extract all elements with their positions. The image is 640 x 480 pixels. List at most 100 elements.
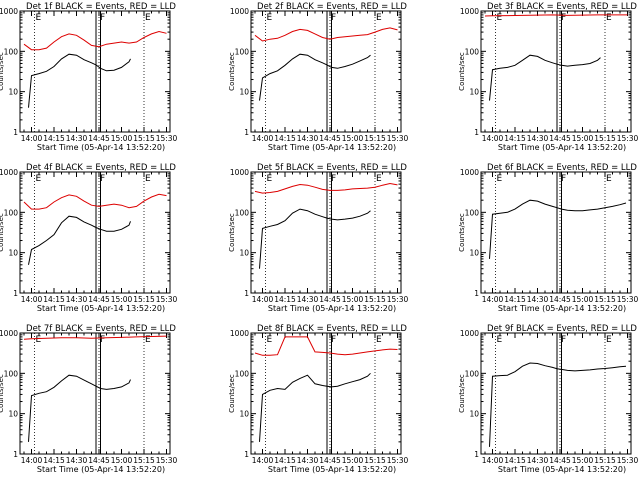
x-tick-label: 15:15 bbox=[594, 456, 616, 465]
x-tick-label: 15:00 bbox=[342, 456, 364, 465]
x-tick-label: 14:15 bbox=[274, 134, 296, 143]
lld-series-line bbox=[254, 182, 398, 194]
chart-title: Det 3f BLACK = Events, RED = LLD bbox=[487, 2, 637, 12]
y-tick-label: 10 bbox=[8, 249, 18, 258]
y-tick-label: 1 bbox=[244, 128, 249, 137]
x-tick-label: 15:15 bbox=[364, 456, 386, 465]
y-tick-label: 1000 bbox=[0, 7, 18, 16]
y-axis-label: Counts/sec bbox=[228, 213, 236, 252]
y-tick-label: 100 bbox=[4, 47, 19, 56]
y-tick-label: 1 bbox=[474, 128, 479, 137]
x-tick-label: 15:15 bbox=[133, 134, 155, 143]
x-tick-label: 14:45 bbox=[319, 295, 341, 304]
chart-panel-4: Det 4f BLACK = Events, RED = LLD 1 10 100 10… bbox=[0, 163, 178, 313]
y-tick-label: 100 bbox=[465, 47, 480, 56]
y-tick-label: 10 bbox=[8, 410, 18, 419]
events-series-line bbox=[489, 362, 627, 447]
event-marker-label: E bbox=[36, 174, 42, 184]
event-marker-label: F bbox=[331, 13, 336, 23]
y-tick-label: 1000 bbox=[0, 168, 18, 177]
x-tick-label: 15:00 bbox=[111, 456, 133, 465]
event-marker-label: E bbox=[497, 174, 503, 184]
events-series-line bbox=[28, 215, 131, 265]
events-series-line bbox=[28, 53, 131, 108]
event-marker-label: F bbox=[561, 174, 566, 184]
x-tick-label: 14:45 bbox=[319, 134, 341, 143]
x-tick-label: 14:15 bbox=[504, 456, 526, 465]
x-tick-label: 15:30 bbox=[156, 134, 178, 143]
plot-frame bbox=[480, 332, 632, 455]
y-tick-label: 10 bbox=[8, 88, 18, 97]
y-tick-label: 1000 bbox=[0, 329, 18, 338]
x-tick-label: 15:00 bbox=[111, 295, 133, 304]
event-marker-label: F bbox=[561, 13, 566, 23]
x-tick-label: 15:15 bbox=[364, 295, 386, 304]
chart-panel-9: Det 9f BLACK = Events, RED = LLD 1 10 100 10… bbox=[458, 324, 639, 474]
plot-frame bbox=[19, 171, 171, 294]
x-tick-label: 14:15 bbox=[43, 134, 65, 143]
y-tick-label: 1 bbox=[474, 289, 479, 298]
x-tick-label: 14:30 bbox=[297, 134, 319, 143]
plot-frame bbox=[19, 10, 171, 133]
x-tick-label: 14:30 bbox=[66, 456, 88, 465]
x-tick-label: 14:45 bbox=[549, 295, 571, 304]
chart-title: Det 4f BLACK = Events, RED = LLD bbox=[26, 163, 176, 173]
y-tick-label: 1000 bbox=[460, 7, 479, 16]
chart-title: Det 2f BLACK = Events, RED = LLD bbox=[257, 2, 407, 12]
event-marker-label: F bbox=[100, 13, 105, 23]
y-tick-label: 100 bbox=[235, 208, 250, 217]
y-tick-label: 1000 bbox=[460, 168, 479, 177]
x-tick-label: 15:15 bbox=[594, 295, 616, 304]
event-marker-label: E bbox=[145, 13, 151, 23]
event-marker-label: E bbox=[376, 335, 382, 345]
x-tick-label: 15:00 bbox=[572, 456, 594, 465]
lld-series-line bbox=[254, 336, 398, 356]
y-tick-label: 1000 bbox=[230, 168, 249, 177]
x-tick-label: 14:15 bbox=[43, 295, 65, 304]
events-series-line bbox=[259, 208, 371, 269]
x-tick-label: 14:45 bbox=[88, 134, 110, 143]
y-tick-label: 1000 bbox=[230, 7, 249, 16]
event-marker-label: F bbox=[331, 335, 336, 345]
x-tick-label: 15:15 bbox=[133, 295, 155, 304]
y-tick-label: 1000 bbox=[230, 329, 249, 338]
x-tick-label: 14:15 bbox=[274, 456, 296, 465]
chart-panel-5: Det 5f BLACK = Events, RED = LLD 1 10 100 10… bbox=[228, 163, 409, 313]
lld-series-line bbox=[254, 27, 398, 42]
x-tick-label: 15:00 bbox=[342, 295, 364, 304]
y-tick-label: 10 bbox=[239, 410, 249, 419]
chart-panel-7: Det 7f BLACK = Events, RED = LLD 1 10 100 10… bbox=[0, 324, 178, 474]
lld-series-line bbox=[484, 14, 628, 17]
x-tick-label: 14:45 bbox=[549, 456, 571, 465]
x-tick-label: 15:15 bbox=[364, 134, 386, 143]
y-axis-label: Counts/sec bbox=[228, 374, 236, 413]
y-tick-label: 100 bbox=[465, 369, 480, 378]
x-axis-label: Start Time (05-Apr-14 13:52:20) bbox=[268, 304, 396, 313]
x-tick-label: 14:00 bbox=[21, 134, 43, 143]
event-marker-label: E bbox=[36, 13, 42, 23]
x-tick-label: 15:00 bbox=[572, 295, 594, 304]
chart-title: Det 8f BLACK = Events, RED = LLD bbox=[257, 324, 407, 334]
x-tick-label: 15:30 bbox=[617, 295, 639, 304]
y-axis-label: Counts/sec bbox=[0, 374, 5, 413]
chart-panel-2: Det 2f BLACK = Events, RED = LLD 1 10 100 10… bbox=[228, 2, 409, 152]
y-axis-label: Counts/sec bbox=[458, 213, 466, 252]
event-marker-label: F bbox=[331, 174, 336, 184]
lld-series-line bbox=[23, 335, 167, 340]
x-tick-label: 14:30 bbox=[527, 295, 549, 304]
x-axis-label: Start Time (05-Apr-14 13:52:20) bbox=[37, 143, 165, 152]
y-tick-label: 1 bbox=[474, 450, 479, 459]
chart-panel-1: Det 1f BLACK = Events, RED = LLD 1 10 100 10… bbox=[0, 2, 178, 152]
y-tick-label: 100 bbox=[235, 369, 250, 378]
x-tick-label: 14:15 bbox=[274, 295, 296, 304]
x-tick-label: 14:00 bbox=[21, 295, 43, 304]
x-axis-label: Start Time (05-Apr-14 13:52:20) bbox=[268, 465, 396, 474]
x-tick-label: 15:30 bbox=[617, 456, 639, 465]
x-tick-label: 14:30 bbox=[527, 134, 549, 143]
events-series-line bbox=[259, 372, 371, 442]
event-marker-label: E bbox=[145, 335, 151, 345]
plot-frame bbox=[250, 332, 402, 455]
y-tick-label: 1 bbox=[13, 289, 18, 298]
event-marker-label: F bbox=[100, 335, 105, 345]
x-tick-label: 14:45 bbox=[88, 295, 110, 304]
